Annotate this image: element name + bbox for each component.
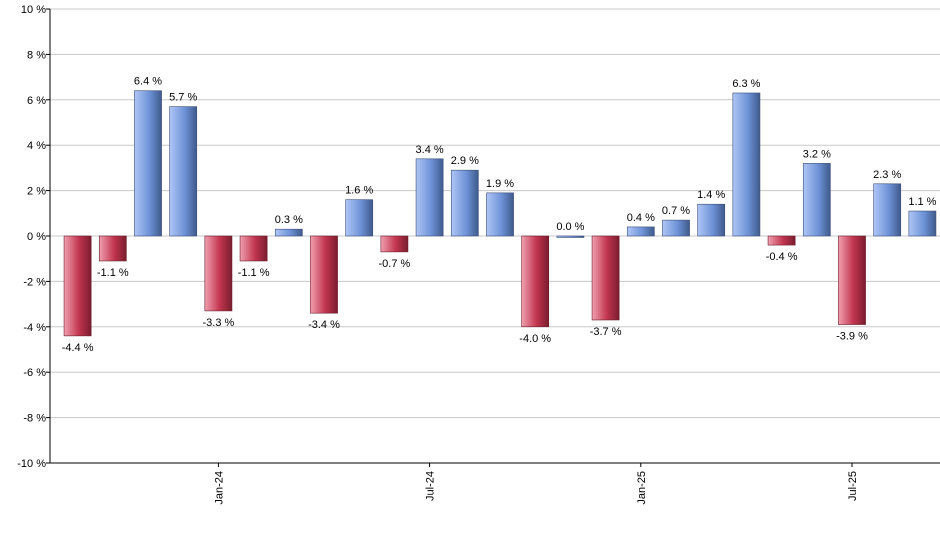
y-tick-label: -10 %: [17, 458, 46, 470]
bar: [697, 203, 726, 237]
data-label: -1.1 %: [238, 267, 270, 279]
y-tick-label: -2 %: [23, 276, 46, 288]
x-tick-label: Jan-25: [636, 471, 648, 505]
data-label: -0.4 %: [766, 251, 798, 263]
x-tick-label: Jul-24: [425, 471, 437, 501]
bar: [521, 235, 550, 328]
y-tick-label: 4 %: [27, 140, 46, 152]
data-label: 0.7 %: [662, 205, 690, 217]
bar: [626, 226, 655, 237]
bar: [415, 158, 444, 237]
data-label: 1.6 %: [345, 185, 373, 197]
data-label: -0.7 %: [379, 258, 411, 270]
data-label: 3.4 %: [416, 144, 444, 156]
data-label: 1.9 %: [486, 178, 514, 190]
data-label: -3.7 %: [590, 326, 622, 338]
data-label: 2.9 %: [451, 155, 479, 167]
data-label: 3.2 %: [803, 148, 831, 160]
data-label: 0.4 %: [627, 212, 655, 224]
x-tick-label: Jul-25: [847, 471, 859, 501]
data-label: -4.4 %: [62, 342, 94, 354]
bar: [169, 106, 198, 237]
data-label: 5.7 %: [169, 92, 197, 104]
data-label: 0.0 %: [556, 221, 584, 233]
data-label: -3.9 %: [836, 331, 868, 343]
y-tick-label: 2 %: [27, 186, 46, 198]
bar: [345, 199, 374, 237]
data-label: 6.3 %: [732, 78, 760, 90]
bar: [591, 235, 620, 321]
y-tick-label: 0 %: [27, 231, 46, 243]
bar: [63, 235, 92, 337]
bar: [134, 90, 162, 237]
data-label: -3.4 %: [308, 319, 340, 331]
bar: [838, 235, 866, 325]
bar: [767, 235, 796, 246]
data-label: -1.1 %: [97, 267, 129, 279]
data-label: -3.3 %: [203, 317, 235, 329]
bar: [239, 235, 268, 262]
bar: [662, 219, 690, 237]
y-tick-label: 10 %: [21, 4, 46, 16]
y-tick-label: -6 %: [23, 367, 46, 379]
bar: [204, 235, 233, 312]
data-label: 1.1 %: [908, 196, 936, 208]
bar: [556, 235, 585, 238]
x-tick-label: Jan-24: [213, 471, 225, 505]
bar: [450, 169, 479, 237]
bar: [310, 235, 338, 314]
bar: [380, 235, 409, 253]
bar: [802, 163, 831, 237]
data-label: 0.3 %: [275, 214, 303, 226]
bar: [732, 92, 761, 237]
data-label: -4.0 %: [519, 333, 551, 345]
bar: [873, 183, 902, 237]
data-label: 1.4 %: [697, 189, 725, 201]
bar: [98, 235, 127, 262]
y-tick-label: -4 %: [23, 322, 46, 334]
y-tick-label: 8 %: [27, 49, 46, 61]
data-label: 6.4 %: [134, 76, 162, 88]
bar: [908, 210, 937, 237]
data-label: 2.3 %: [873, 169, 901, 181]
bar: [486, 192, 514, 237]
y-tick-label: 6 %: [27, 95, 46, 107]
y-tick-label: -8 %: [23, 413, 46, 425]
bar: [274, 228, 303, 237]
